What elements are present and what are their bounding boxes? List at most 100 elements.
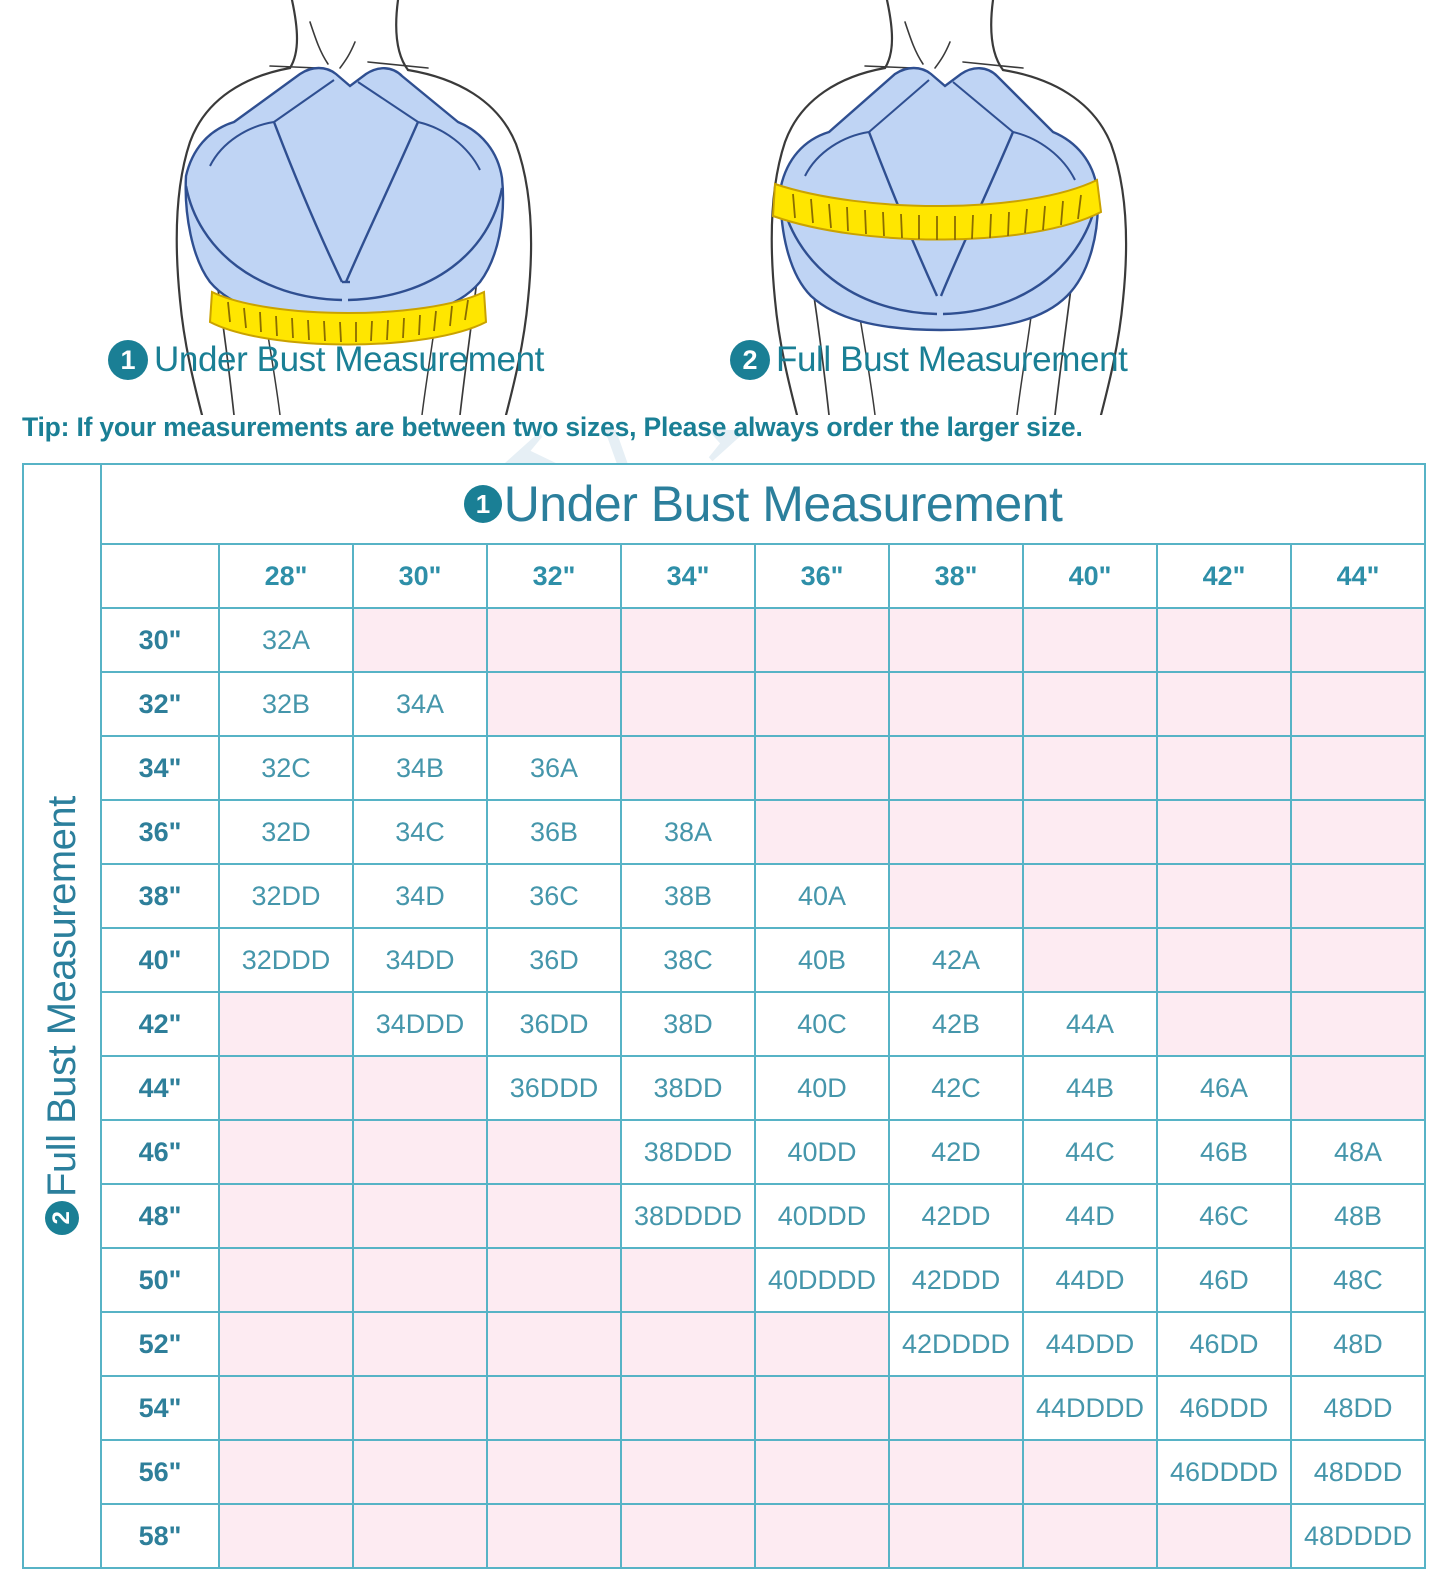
size-cell: 40DD [754,1119,890,1185]
size-cell-empty [1289,927,1427,993]
size-chart-table: 2 Full Bust Measurement 1 Under Bust Measur… [22,463,1427,1569]
table-row: 54" 44DDDD 46DDD 48DD [23,1375,1427,1441]
size-cell-empty [218,1311,354,1377]
size-cell-empty [218,1055,354,1121]
size-cell-empty [352,1439,488,1505]
table-row: 44" 36DDD 38DD 40D 42C 44B 46A [23,1055,1427,1121]
size-cell-empty [888,863,1024,929]
size-cell: 46A [1156,1055,1292,1121]
table-row: 38" 32DD 34D 36C 38B 40A [23,863,1427,929]
size-cell-empty [1156,671,1292,737]
size-cell: 44A [1022,991,1158,1057]
size-cell: 42DDD [888,1247,1024,1313]
full-bust-side-label: 2 Full Bust Measurement [22,463,102,1569]
caption-full-bust-label: Full Bust Measurement [776,340,1128,379]
table-row: 40" 32DDD 34DD 36D 38C 40B 42A [23,927,1427,993]
size-cell: 46DDDD [1156,1439,1292,1505]
row-header: 40" [100,927,220,993]
size-cell: 48DDD [1289,1439,1427,1505]
size-cell-empty [620,1311,756,1377]
size-cell: 40DDDD [754,1247,890,1313]
size-cell: 42C [888,1055,1024,1121]
column-header: 42" [1156,543,1292,609]
size-cell-empty [218,1375,354,1441]
size-cell: 44D [1022,1183,1158,1249]
column-header: 30" [352,543,488,609]
size-cell-empty [1289,1055,1427,1121]
size-cell-empty [1156,735,1292,801]
size-cell: 34C [352,799,488,865]
size-cell: 44DD [1022,1247,1158,1313]
size-cell-empty [218,991,354,1057]
size-cell: 32C [218,735,354,801]
size-cell: 32B [218,671,354,737]
badge-1-icon: 1 [463,485,502,523]
under-bust-illustration [150,0,620,420]
table-row: 30" 32A [23,607,1427,673]
size-cell: 34DD [352,927,488,993]
column-header: 44" [1289,543,1427,609]
size-cell: 38B [620,863,756,929]
size-cell: 48B [1289,1183,1427,1249]
badge-2-icon: 2 [730,340,770,380]
size-cell-empty [1289,735,1427,801]
size-cell-empty [754,1311,890,1377]
size-cell-empty [754,799,890,865]
size-cell-empty [218,1119,354,1185]
caption-full-bust: 2 Full Bust Measurement [730,340,1128,380]
size-cell: 38DDD [620,1119,756,1185]
size-cell-empty [352,1375,488,1441]
size-cell-empty [218,1439,354,1505]
size-cell-empty [620,1375,756,1441]
size-cell-empty [1022,735,1158,801]
caption-under-bust-label: Under Bust Measurement [154,340,544,379]
size-cell: 46B [1156,1119,1292,1185]
size-cell-empty [486,1439,622,1505]
size-cell: 38A [620,799,756,865]
size-cell: 32D [218,799,354,865]
row-header: 36" [100,799,220,865]
size-cell-empty [1156,799,1292,865]
size-cell-empty [1289,991,1427,1057]
table-row: 52" 42DDDD 44DDD 46DD 48D [23,1311,1427,1377]
size-cell: 48A [1289,1119,1427,1185]
size-cell: 38DD [620,1055,756,1121]
size-cell: 48DD [1289,1375,1427,1441]
size-cell-empty [486,1247,622,1313]
size-cell: 48C [1289,1247,1427,1313]
size-cell: 36DD [486,991,622,1057]
illustration-row [0,0,1445,417]
size-cell-empty [888,1375,1024,1441]
size-cell: 44B [1022,1055,1158,1121]
full-bust-illustration [745,0,1215,420]
size-cell: 34D [352,863,488,929]
table-row: 36" 32D 34C 36B 38A [23,799,1427,865]
row-header: 54" [100,1375,220,1441]
size-cell: 44DDD [1022,1311,1158,1377]
size-cell-empty [352,1055,488,1121]
size-cell-empty [486,1311,622,1377]
table-row: 46" 38DDD 40DD 42D 44C 46B 48A [23,1119,1427,1185]
size-cell: 44C [1022,1119,1158,1185]
size-cell: 40A [754,863,890,929]
size-cell: 46DDD [1156,1375,1292,1441]
size-cell-empty [888,735,1024,801]
size-cell: 32A [218,607,354,673]
size-cell-empty [620,1439,756,1505]
row-header: 30" [100,607,220,673]
size-cell-empty [1156,927,1292,993]
row-header: 38" [100,863,220,929]
size-cell: 38DDDD [620,1183,756,1249]
size-cell-empty [218,1247,354,1313]
row-header: 52" [100,1311,220,1377]
size-cell: 36D [486,927,622,993]
row-header: 32" [100,671,220,737]
size-cell-empty [1156,863,1292,929]
row-header: 56" [100,1439,220,1505]
size-cell: 42DDDD [888,1311,1024,1377]
size-cell-empty [888,799,1024,865]
size-cell-empty [754,735,890,801]
size-cell-empty [1022,863,1158,929]
table-row: 32" 32B 34A [23,671,1427,737]
size-cell-empty [1289,671,1427,737]
